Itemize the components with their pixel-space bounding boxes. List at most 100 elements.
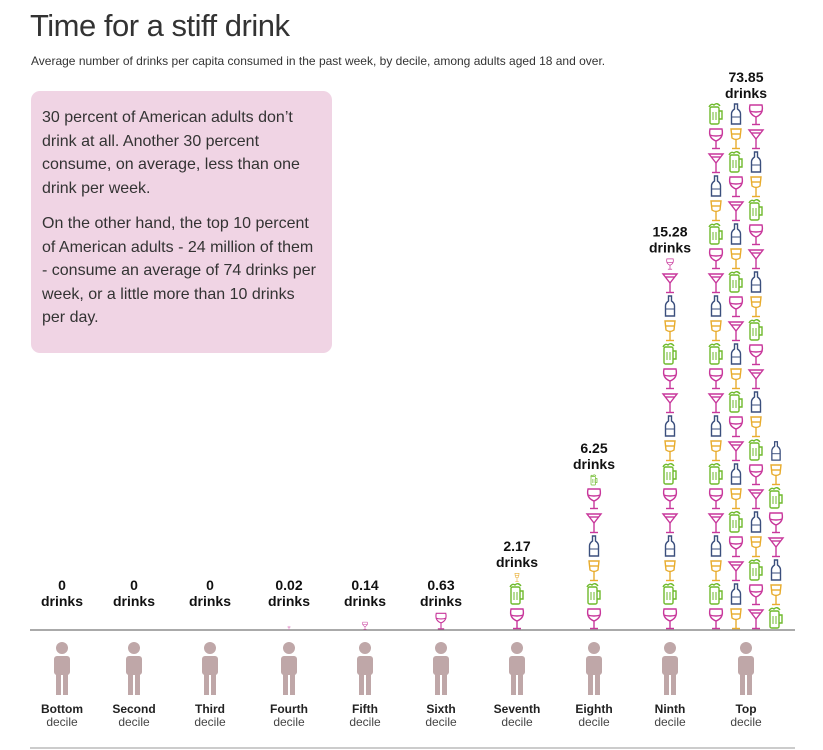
whiskey-glass-icon (710, 200, 722, 222)
value-label-unit: drinks (189, 593, 231, 609)
bottle-icon (730, 103, 742, 125)
martini-glass-icon (661, 273, 679, 294)
bottle-icon (664, 295, 676, 317)
martini-glass-icon (747, 489, 765, 510)
wine-glass-icon (748, 104, 764, 126)
beer-mug-icon (748, 559, 763, 581)
wine-glass-icon (586, 488, 602, 510)
wine-glass-icon (662, 608, 678, 630)
beer-mug-icon (728, 271, 743, 293)
category-label: Third (195, 702, 225, 716)
beer-mug-icon (748, 319, 763, 341)
value-label-unit: drinks (725, 85, 767, 101)
beer-mug-icon (662, 583, 677, 605)
person-icon (281, 642, 297, 695)
value-label-number: 6.25 (580, 440, 607, 456)
wine-glass-icon (708, 368, 724, 390)
decile-bar-10 (707, 103, 785, 630)
beer-mug-icon (748, 199, 763, 221)
whiskey-glass-icon (730, 608, 742, 630)
bottle-icon (710, 535, 722, 557)
category-sublabel: decile (118, 715, 150, 729)
wine-glass-icon (748, 224, 764, 246)
wine-glass-icon (728, 176, 744, 198)
bottle-icon (730, 223, 742, 245)
wine-glass-icon (662, 488, 678, 510)
whiskey-glass-icon (664, 440, 676, 462)
whiskey-glass-icon (770, 464, 782, 486)
category-sublabel: decile (501, 715, 533, 729)
category-label: Bottom (41, 702, 83, 716)
martini-glass-icon (727, 441, 745, 462)
martini-glass-icon (727, 561, 745, 582)
beer-mug-icon (728, 391, 743, 413)
chart-title: Time for a stiff drink (30, 8, 290, 43)
whiskey-glass-icon (750, 176, 762, 198)
person-icon (586, 642, 602, 695)
wine-glass-icon (708, 248, 724, 270)
whiskey-glass-icon (710, 560, 722, 582)
beer-mug-icon (662, 463, 677, 485)
martini-glass-icon (707, 393, 725, 414)
category-label: Seventh (494, 702, 541, 716)
wine-glass-icon (748, 344, 764, 366)
beer-mug-icon (708, 223, 723, 245)
value-label-number: 0 (130, 577, 138, 593)
whiskey-glass-icon (710, 440, 722, 462)
person-icon (126, 642, 142, 695)
whiskey-glass-icon (750, 416, 762, 438)
martini-glass-icon (661, 393, 679, 414)
wine-glass-icon (728, 536, 744, 558)
decile-bar-4 (287, 626, 291, 630)
martini-glass-icon (707, 153, 725, 174)
bottle-icon (710, 175, 722, 197)
wine-glass-icon (662, 368, 678, 390)
annotation-box: 30 percent of American adults don’t drin… (31, 91, 332, 353)
beer-mug-icon (662, 343, 677, 365)
wine-glass-icon (768, 512, 784, 534)
person-icon (433, 642, 449, 695)
person-icon (738, 642, 754, 695)
bottle-icon (588, 535, 600, 557)
bottle-icon (750, 271, 762, 293)
category-sublabel: decile (46, 715, 78, 729)
beer-mug-icon (728, 151, 743, 173)
value-label-unit: drinks (649, 239, 691, 255)
martini-glass-icon (767, 537, 785, 558)
category-sublabel: decile (273, 715, 305, 729)
wine-glass-icon (287, 626, 291, 630)
bottle-icon (730, 343, 742, 365)
martini-glass-icon (661, 513, 679, 534)
whiskey-glass-icon (730, 488, 742, 510)
bottle-icon (730, 583, 742, 605)
category-sublabel: decile (349, 715, 381, 729)
whiskey-glass-icon (750, 536, 762, 558)
decile-bar-7 (509, 573, 525, 630)
bottle-icon (750, 511, 762, 533)
wine-glass-icon (708, 488, 724, 510)
beer-mug-icon (728, 511, 743, 533)
category-sublabel: decile (425, 715, 457, 729)
decile-bar-6 (435, 612, 447, 630)
person-icon (357, 642, 373, 695)
beer-mug-icon (509, 583, 524, 605)
whiskey-glass-icon (770, 584, 782, 606)
value-label-number: 0 (206, 577, 214, 593)
beer-mug-icon (708, 343, 723, 365)
category-label: Second (112, 702, 155, 716)
whiskey-glass-icon (664, 560, 676, 582)
beer-mug-icon (590, 474, 598, 486)
category-sublabel: decile (578, 715, 610, 729)
category-label: Fourth (270, 702, 308, 716)
wine-glass-icon (435, 612, 447, 630)
bottle-icon (664, 535, 676, 557)
wine-glass-icon (586, 608, 602, 630)
wine-glass-icon (748, 464, 764, 486)
category-sublabel: decile (730, 715, 762, 729)
bottle-icon (750, 151, 762, 173)
whiskey-glass-icon (664, 320, 676, 342)
beer-mug-icon (768, 487, 783, 509)
whiskey-glass-icon (730, 128, 742, 150)
decile-bar-5 (362, 621, 368, 630)
